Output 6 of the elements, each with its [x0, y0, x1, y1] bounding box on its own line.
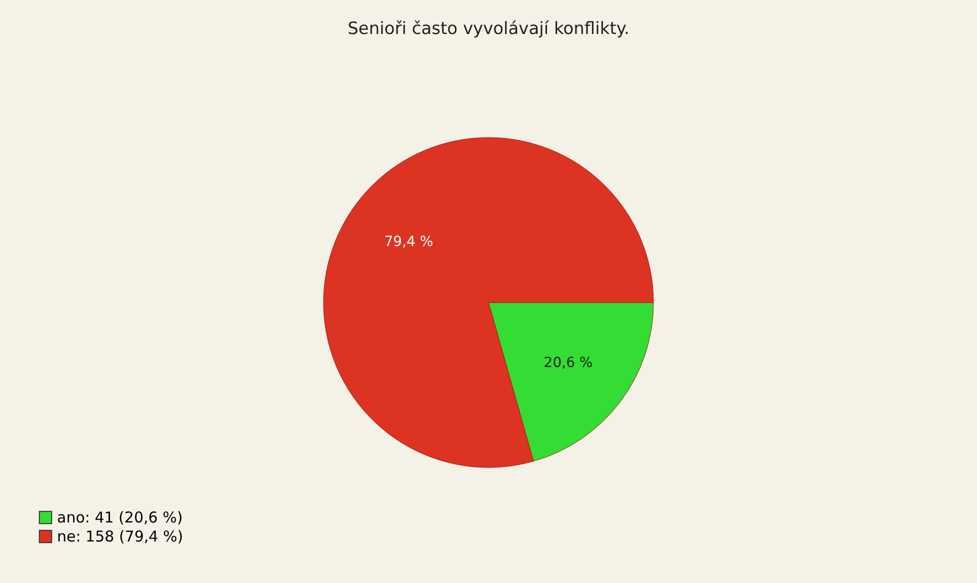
- legend-label: ne: 158 (79,4 %): [57, 528, 184, 546]
- pie-slice: [324, 137, 654, 468]
- chart-title: Senioři často vyvolávají konflikty.: [348, 19, 630, 39]
- data-label: 79,4 %: [384, 234, 434, 250]
- data-label: 20,6 %: [544, 354, 593, 371]
- legend-label: ano: 41 (20,6 %): [57, 508, 183, 526]
